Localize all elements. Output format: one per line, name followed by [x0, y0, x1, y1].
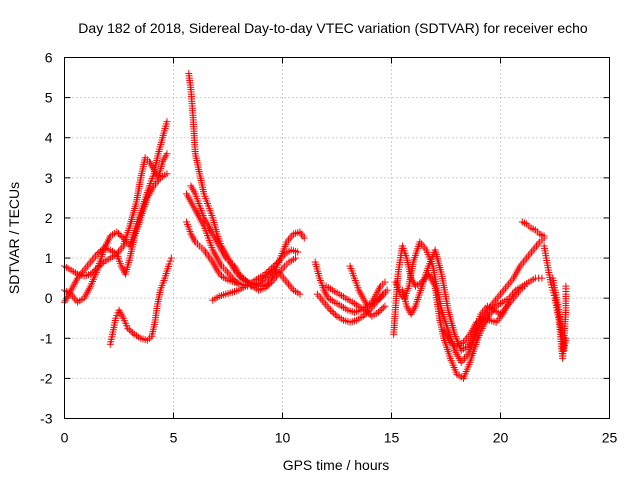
x-axis-label: GPS time / hours — [283, 457, 390, 473]
data-point — [294, 248, 302, 256]
data-point — [93, 250, 101, 258]
data-point — [300, 234, 308, 242]
data-point — [258, 277, 266, 285]
grid-layer — [64, 57, 610, 419]
data-point — [163, 150, 171, 158]
data-point — [505, 298, 513, 306]
data-point — [328, 308, 336, 316]
data-point — [118, 232, 126, 240]
y-axis-label: SDTVAR / TECUs — [6, 182, 22, 294]
x-tick-label: 25 — [602, 430, 618, 446]
data-point — [271, 261, 279, 269]
data-point — [264, 267, 272, 275]
chart-title: Day 182 of 2018, Sidereal Day-to-day VTE… — [78, 20, 588, 36]
data-point — [228, 274, 236, 282]
data-point — [376, 307, 384, 315]
data-point — [540, 232, 548, 240]
data-point — [562, 282, 570, 290]
data-point — [113, 228, 121, 236]
data-point — [87, 270, 95, 278]
point-layer — [61, 70, 570, 382]
data-point — [378, 305, 386, 313]
data-point — [235, 280, 243, 288]
data-point — [95, 249, 103, 257]
data-point — [98, 246, 106, 254]
data-point — [379, 290, 387, 298]
data-point — [381, 302, 389, 310]
data-point — [292, 254, 300, 262]
data-point — [129, 329, 137, 337]
data-point — [266, 280, 274, 288]
data-point — [379, 304, 387, 312]
y-tick-label: 1 — [45, 250, 53, 266]
data-point — [114, 229, 122, 237]
data-point — [383, 286, 391, 294]
data-point — [125, 326, 133, 334]
y-tick-label: 0 — [45, 290, 53, 306]
data-point — [232, 277, 240, 285]
x-tick-label: 10 — [275, 430, 291, 446]
plot-frame — [64, 57, 610, 419]
data-point — [261, 270, 269, 278]
x-tick-label: 15 — [384, 430, 400, 446]
data-point — [124, 324, 132, 332]
data-point — [273, 260, 281, 268]
y-tick-label: 6 — [45, 50, 53, 66]
data-point — [261, 284, 269, 292]
data-point — [163, 118, 171, 126]
data-point — [363, 308, 371, 316]
data-point — [116, 231, 124, 239]
data-point — [165, 260, 173, 268]
y-tick-label: -2 — [40, 370, 53, 386]
data-point — [127, 327, 135, 335]
data-point — [359, 312, 367, 320]
data-point — [263, 269, 271, 277]
tick-layer: 0 5 10 15 20 25 -3 -2 -1 0 1 2 3 4 5 6 — [40, 50, 617, 446]
data-point — [268, 264, 276, 272]
data-point — [166, 257, 174, 265]
y-tick-label: 4 — [45, 130, 53, 146]
data-point — [330, 309, 338, 317]
data-point — [296, 290, 304, 298]
data-point — [240, 275, 248, 283]
y-tick-label: 5 — [45, 90, 53, 106]
data-point — [361, 306, 369, 314]
data-point — [233, 279, 241, 287]
x-tick-label: 20 — [493, 430, 509, 446]
data-point — [230, 276, 238, 284]
y-tick-label: 2 — [45, 210, 53, 226]
y-tick-label: -3 — [40, 411, 53, 427]
data-point — [238, 273, 246, 281]
data-point — [538, 274, 546, 282]
data-point — [562, 334, 570, 342]
x-tick-label: 5 — [170, 430, 178, 446]
data-point — [235, 270, 243, 278]
data-point — [381, 278, 389, 286]
data-point — [266, 266, 274, 274]
data-point — [365, 309, 373, 317]
data-point — [520, 282, 528, 290]
data-point — [167, 254, 175, 262]
data-point — [96, 247, 104, 255]
data-point — [269, 263, 277, 271]
y-tick-label: 3 — [45, 170, 53, 186]
data-point — [331, 311, 339, 319]
data-point — [374, 308, 382, 316]
data-point — [237, 272, 245, 280]
data-point — [263, 283, 271, 291]
x-tick-label: 0 — [61, 430, 69, 446]
data-point — [264, 281, 272, 289]
data-point — [326, 306, 334, 314]
data-point — [163, 170, 171, 178]
y-tick-label: -1 — [40, 330, 53, 346]
